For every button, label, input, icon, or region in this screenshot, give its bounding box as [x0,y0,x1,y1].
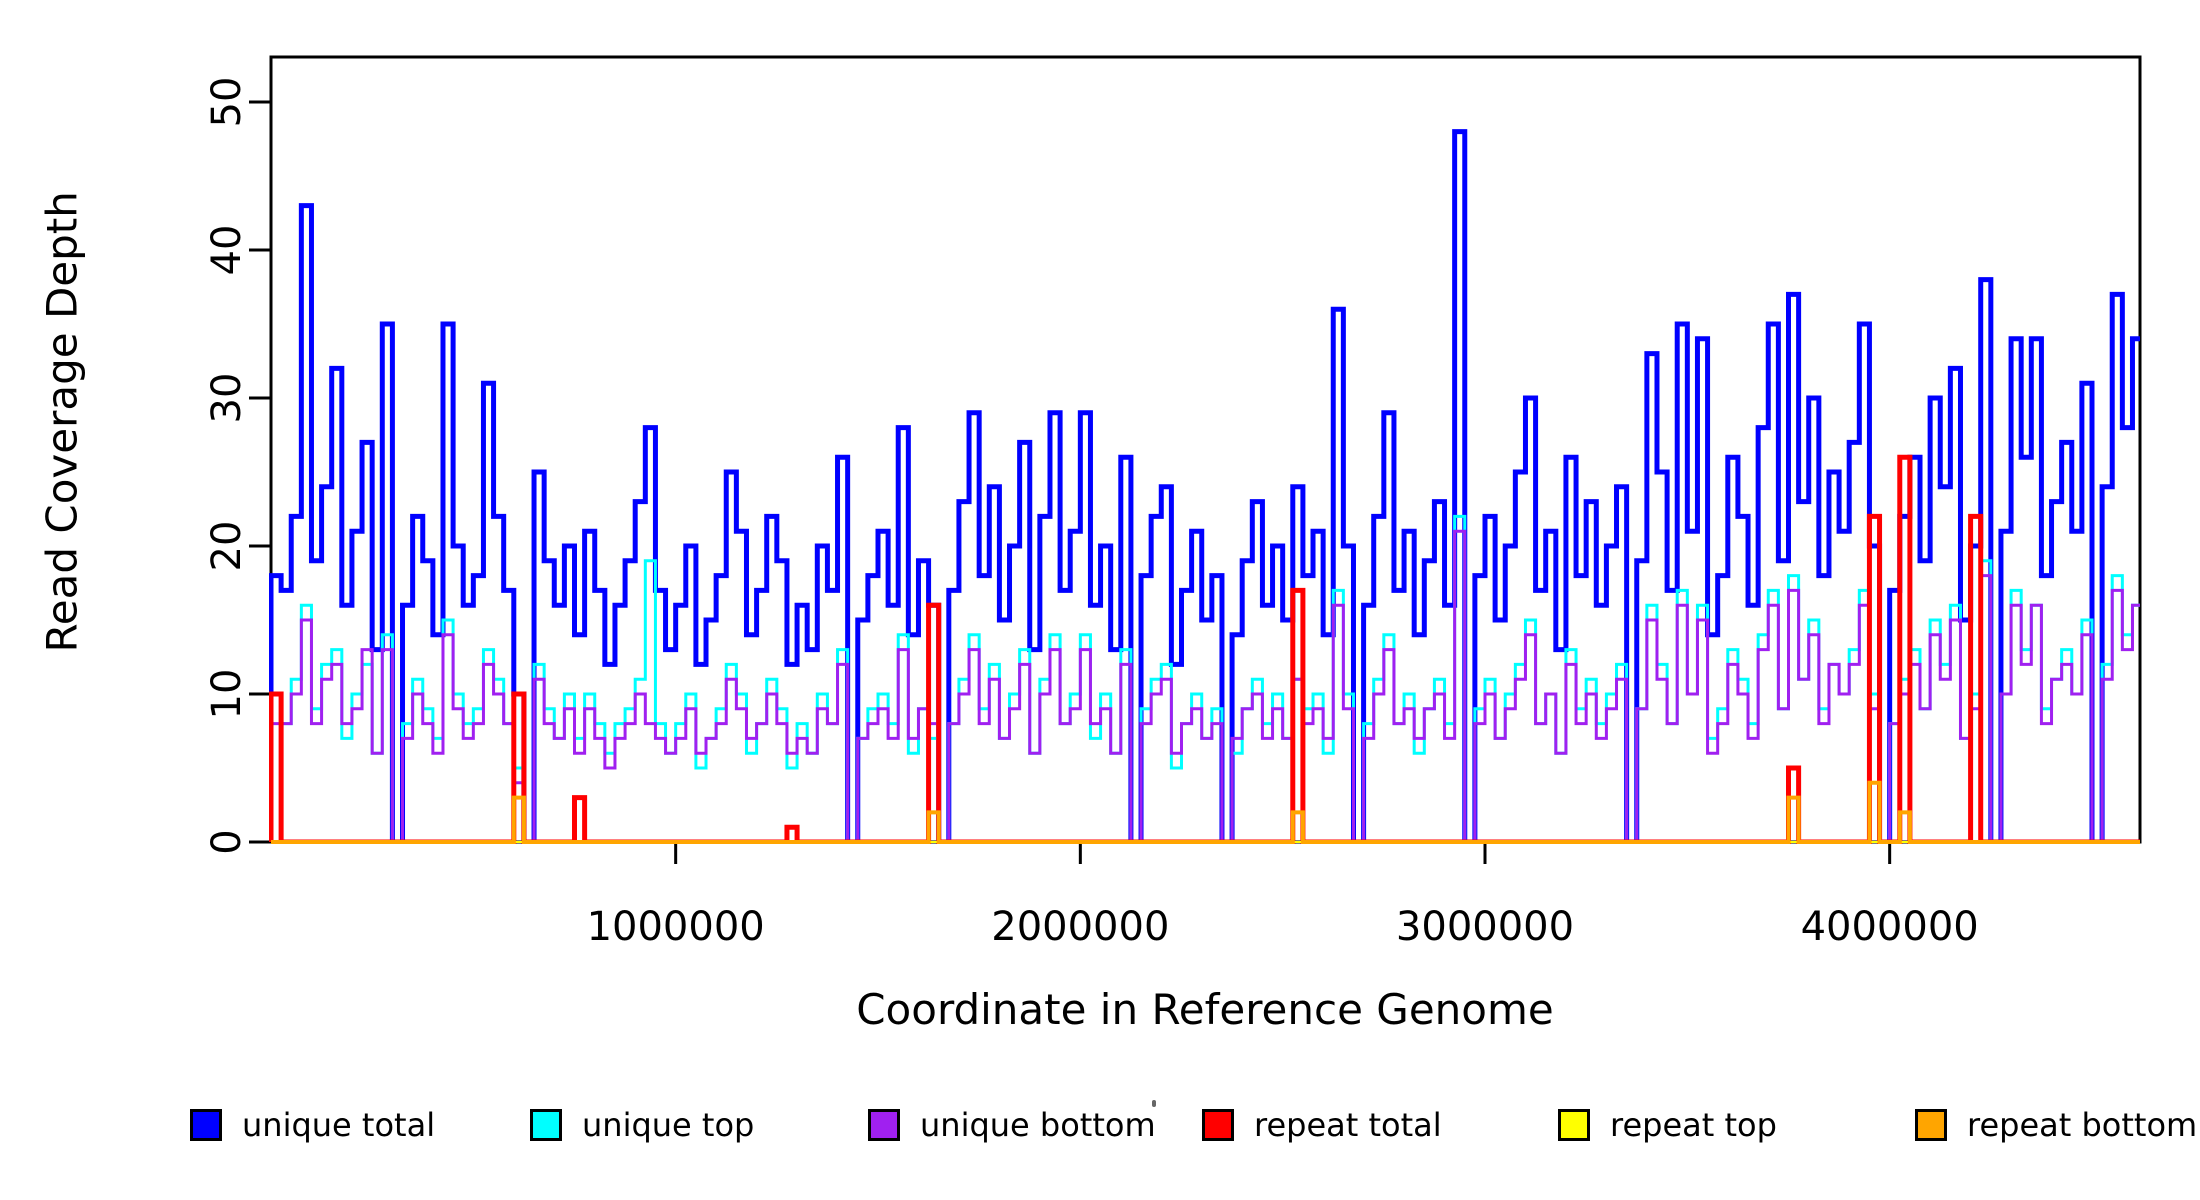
legend-label: unique total [242,1106,436,1144]
y-tick-label: 10 [204,669,250,720]
x-tick-label: 2000000 [991,904,1169,950]
x-tick-label: 3000000 [1396,904,1574,950]
legend-swatch-icon [190,1109,222,1141]
legend-label: unique bottom [920,1106,1156,1144]
x-axis-title: Coordinate in Reference Genome [856,985,1554,1034]
legend-swatch-icon [868,1109,900,1141]
series-repeat-total [269,454,2140,844]
legend-label: repeat top [1610,1106,1777,1144]
y-tick-label: 20 [204,521,250,572]
legend-item-unique-top: unique top [530,1106,754,1144]
series-unique-top [269,514,2140,844]
legend-swatch-icon [1915,1109,1947,1141]
legend-label: unique top [582,1106,755,1144]
y-tick-label: 0 [204,829,250,854]
y-axis-title: Read Coverage Depth [37,191,87,653]
legend-item-repeat-bottom: repeat bottom [1915,1106,2197,1144]
legend-item-unique-total: unique total [190,1106,435,1144]
legend-label: repeat bottom [1967,1106,2198,1144]
legend-item-repeat-total: repeat total [1202,1106,1442,1144]
stray-mark [1152,1100,1156,1107]
x-tick-label: 4000000 [1801,904,1979,950]
x-tick-label: 1000000 [587,904,765,950]
series-unique-total [269,129,2140,844]
legend-item-unique-bottom: unique bottom [868,1106,1156,1144]
y-tick-label: 50 [204,77,250,128]
legend-label: repeat total [1254,1106,1442,1144]
series-repeat-bottom [271,780,2140,844]
legend-swatch-icon [1558,1109,1590,1141]
series-group [269,129,2140,844]
y-tick-label: 40 [204,225,250,276]
legend-swatch-icon [530,1109,562,1141]
legend-item-repeat-top: repeat top [1558,1106,1777,1144]
y-tick-label: 30 [204,373,250,424]
legend-swatch-icon [1202,1109,1234,1141]
series-unique-bottom [269,529,2140,844]
